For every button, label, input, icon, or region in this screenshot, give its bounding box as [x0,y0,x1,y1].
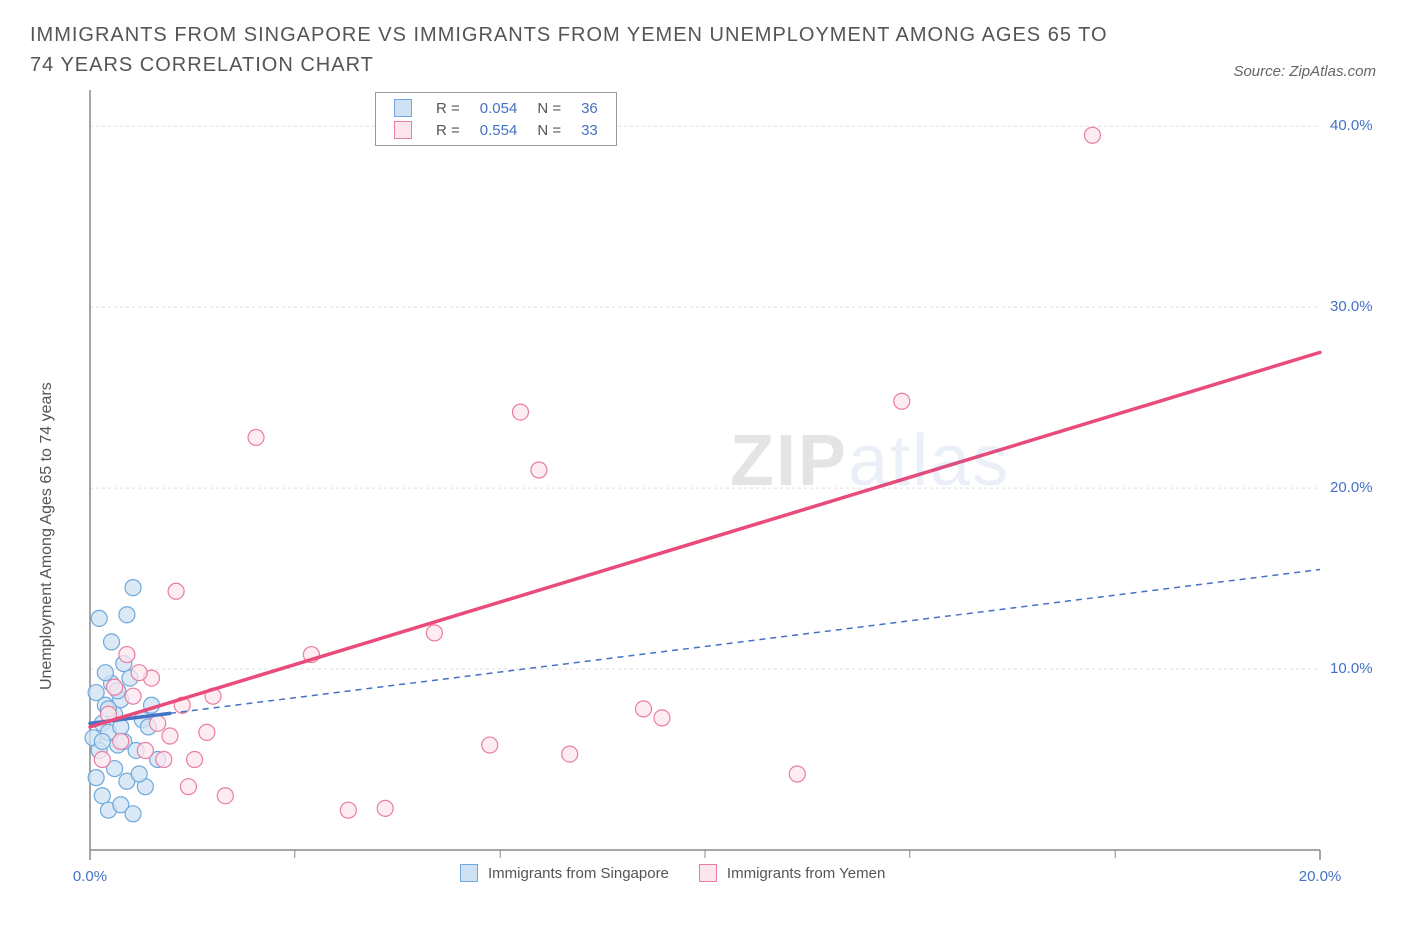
legend-item: Immigrants from Singapore [460,864,669,882]
scatter-plot [30,90,1376,910]
n-label: N = [527,119,571,141]
chart-container: IMMIGRANTS FROM SINGAPORE VS IMMIGRANTS … [0,0,1406,930]
y-tick-label: 10.0% [1330,660,1373,677]
n-value: 36 [571,97,608,119]
source-label: Source: ZipAtlas.com [1233,63,1376,80]
series-legend: Immigrants from Singapore Immigrants from… [460,864,885,882]
r-label: R = [426,97,470,119]
legend-label: Immigrants from Yemen [727,865,885,882]
correlation-legend: R = 0.054 N = 36 R = 0.554 N = 33 [375,92,617,146]
header: IMMIGRANTS FROM SINGAPORE VS IMMIGRANTS … [30,20,1376,80]
x-tick-label: 0.0% [73,868,107,885]
legend-swatch-icon [699,864,717,882]
chart-area: Unemployment Among Ages 65 to 74 years R… [30,90,1376,910]
legend-row: R = 0.554 N = 33 [384,119,608,141]
r-label: R = [426,119,470,141]
x-tick-label: 20.0% [1299,868,1342,885]
legend-row: R = 0.054 N = 36 [384,97,608,119]
y-tick-label: 40.0% [1330,117,1373,134]
chart-title: IMMIGRANTS FROM SINGAPORE VS IMMIGRANTS … [30,20,1130,80]
r-value: 0.554 [470,119,528,141]
legend-swatch-icon [460,864,478,882]
r-value: 0.054 [470,97,528,119]
y-tick-label: 30.0% [1330,298,1373,315]
legend-label: Immigrants from Singapore [488,865,669,882]
legend-swatch-icon [394,99,412,117]
n-label: N = [527,97,571,119]
legend-swatch-icon [394,121,412,139]
legend-item: Immigrants from Yemen [699,864,885,882]
y-tick-label: 20.0% [1330,479,1373,496]
n-value: 33 [571,119,608,141]
